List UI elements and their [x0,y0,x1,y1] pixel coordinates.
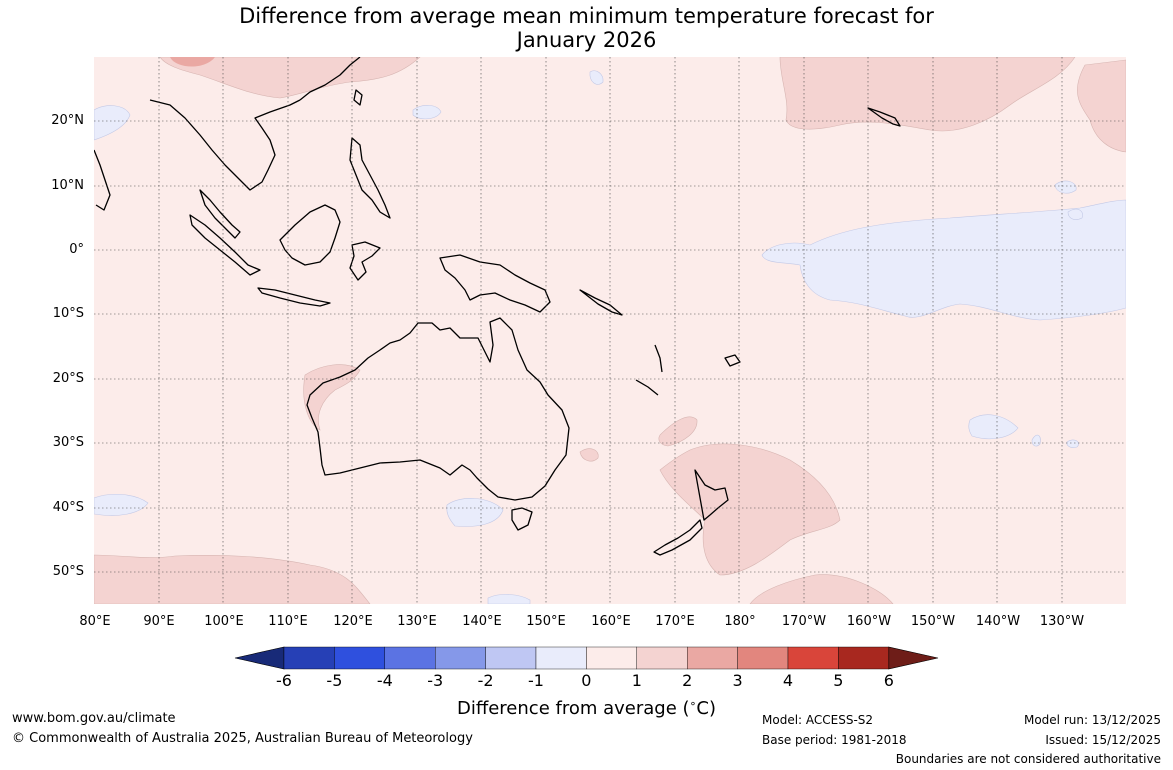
coastline-indochina [149,99,301,191]
colorbar-tick-label: -6 [276,671,292,690]
region-western-australia [303,364,361,431]
lon-label: 150°W [910,614,956,629]
coastline-borneo [279,204,341,266]
coastline-vanuatu [654,344,663,373]
chart-title: Difference from average mean minimum tem… [0,4,1173,52]
region-southern-ocean-mid [487,594,531,604]
footer-copyright: © Commonwealth of Australia 2025, Austra… [12,731,473,746]
lon-label: 140°E [462,614,502,629]
anomaly-2-to-3-region [170,57,215,67]
coastline-nz-north [694,469,729,521]
lon-label: 130°E [397,614,437,629]
footer-disclaimer: Boundaries are not considered authoritat… [895,752,1161,766]
coastline-india [94,149,111,211]
footer-url: www.bom.gov.au/climate [12,711,176,726]
region-pacific-north-2 [1054,180,1077,194]
anomaly-1-to-2-regions [94,57,1126,604]
lat-label: 0° [69,242,84,257]
colorbar-label-text: Difference from average ( [456,698,690,719]
region-equatorial-pacific [761,199,1126,321]
region-south-pacific-1 [968,414,1019,440]
coastlines [94,57,901,556]
coastline-philippines [349,137,391,219]
colorbar-label: Difference from average (∘C) [0,697,1173,719]
graticule [94,57,1126,604]
lat-label: 50°S [52,564,84,579]
region-southern-ocean-east [749,574,894,604]
footer-model: Model: ACCESS-S2 [762,713,874,727]
lon-label: 130°W [1039,614,1085,629]
coastline-new-caledonia [635,379,659,396]
region-south-pacific-3 [1066,439,1079,448]
anomaly-0-to-minus1-regions [94,70,1126,604]
coastline-hawaii [867,107,901,127]
colorbar-tick-label: 3 [732,671,743,690]
lon-label: 160°W [846,614,892,629]
coastline-australia [306,317,570,501]
coastline-new-guinea [439,254,551,313]
lon-label: 160°E [591,614,631,629]
lat-label: 10°N [51,178,84,193]
colorbar-tick-label: 2 [682,671,693,690]
colorbar-tick-label: -1 [528,671,544,690]
colorbar-tick-label: 4 [782,671,794,690]
region-pacific-north-3 [1067,208,1083,220]
lat-label: 40°S [52,500,84,515]
lon-label: 180° [724,614,756,629]
region-bight [579,448,599,462]
lon-label: 80°E [79,614,111,629]
lat-label: 30°S [52,435,84,450]
lon-label: 140°W [975,614,1021,629]
colorbar-tick-label: 6 [883,671,894,690]
coastline-china-coast [299,57,361,101]
lon-label: 170°E [655,614,695,629]
lon-label: 110°E [268,614,308,629]
footer-model-run: Model run: 13/12/2025 [1023,713,1161,727]
colorbar-tick-label: 5 [833,671,844,690]
lat-label: 20°S [52,371,84,386]
region-south-china-sea [412,105,442,120]
lon-label: 150°E [526,614,566,629]
title-line-2: January 2026 [516,28,657,52]
colorbar-tick-label: -4 [376,671,393,690]
region-tasman [659,443,841,576]
footer-base-period: Base period: 1981-2018 [762,733,907,747]
region-great-australian-south [446,498,504,527]
region-pacific-north-1 [589,70,604,85]
colorbar-tick-label: -3 [427,671,444,690]
coastline-java [257,287,331,307]
lon-label: 100°E [204,614,244,629]
colorbar-tick-label: -2 [477,671,494,690]
region-bay-of-bengal [94,105,131,141]
coastline-taiwan [353,89,363,106]
coastline-fiji [724,354,741,367]
lat-label: 10°S [52,306,84,321]
lon-label: 120°E [333,614,373,629]
lon-label: 170°W [781,614,827,629]
colorbar-label-degree: ∘ [689,697,697,710]
region-indian-ocean-south [94,494,149,516]
region-south-pacific-2 [1031,434,1041,447]
lat-label: 20°N [51,113,84,128]
region-southern-ocean-west [94,554,371,604]
colorbar-tick-label: -5 [326,671,343,690]
region-coral-sea [658,416,698,447]
region-east-asia [159,57,421,99]
coastline-solomons [579,289,623,316]
region-far-north-pacific [1077,59,1126,153]
coastline-sumatra [189,214,261,276]
footer-issued: Issued: 15/12/2025 [1045,733,1161,747]
coastline-malay-peninsula [199,189,241,239]
region-north-pacific [779,57,1076,132]
coastline-nz-south [653,519,703,556]
colorbar-tick-label: 1 [631,671,642,690]
colorbar-tick-label: 0 [581,671,592,690]
title-line-1: Difference from average mean minimum tem… [239,4,934,28]
lon-label: 90°E [143,614,175,629]
map-field [94,57,1126,604]
colorbar-label-unit: C) [696,698,717,719]
